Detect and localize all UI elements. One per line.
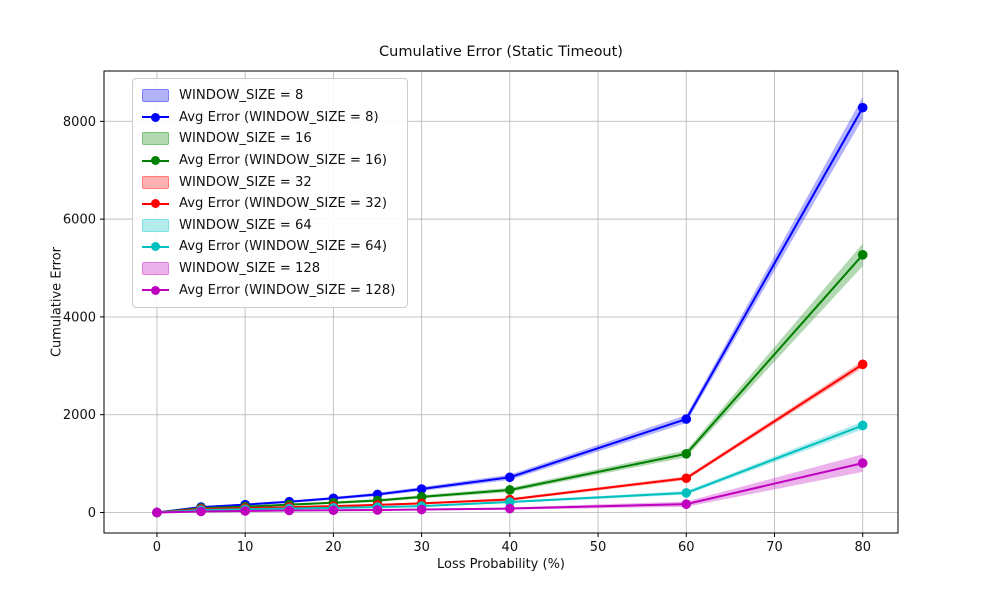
legend-item-band: WINDOW_SIZE = 64 <box>142 215 395 237</box>
data-point-marker <box>681 414 692 424</box>
legend-item-band: WINDOW_SIZE = 128 <box>142 258 395 280</box>
legend-line-swatch <box>142 240 169 254</box>
legend-line-marker <box>151 285 160 295</box>
x-tick-label: 40 <box>502 540 519 555</box>
data-point-marker <box>681 488 692 498</box>
data-point-marker <box>857 102 868 113</box>
legend-line-swatch <box>142 154 169 168</box>
axes-spines <box>103 70 899 534</box>
x-tick-label: 30 <box>413 540 430 555</box>
legend-line-marker <box>151 242 160 252</box>
legend-item-label: WINDOW_SIZE = 128 <box>179 261 321 277</box>
legend-item-line: Avg Error (WINDOW_SIZE = 32) <box>142 193 395 215</box>
data-point-marker <box>681 499 692 509</box>
y-tick-label: 4000 <box>63 310 96 325</box>
data-point-marker <box>152 507 162 518</box>
data-point-marker <box>372 505 383 515</box>
x-tick-label: 60 <box>678 540 695 555</box>
legend-band-swatch <box>142 132 169 146</box>
avg-error-line <box>155 462 864 514</box>
avg-error-line <box>155 363 864 514</box>
data-point-marker <box>416 492 427 502</box>
data-point-marker <box>284 505 295 516</box>
avg-error-line <box>155 253 864 514</box>
legend-item-band: WINDOW_SIZE = 32 <box>142 171 395 193</box>
x-tick-label: 20 <box>325 540 342 555</box>
y-tick-label: 2000 <box>63 408 96 423</box>
data-point-marker <box>196 506 206 517</box>
legend-item-label: Avg Error (WINDOW_SIZE = 32) <box>179 196 388 212</box>
data-point-marker <box>681 473 692 484</box>
legend-item-label: WINDOW_SIZE = 64 <box>179 217 312 233</box>
legend-band-swatch <box>142 89 169 103</box>
legend-item-label: WINDOW_SIZE = 32 <box>179 174 312 190</box>
x-tick-label: 80 <box>854 540 871 555</box>
data-point-marker <box>857 458 868 468</box>
y-tick-label: 6000 <box>63 213 96 228</box>
legend: WINDOW_SIZE = 8 Avg Error (WINDOW_SIZE = … <box>132 78 409 308</box>
avg-error-line <box>155 424 864 514</box>
legend-band-swatch <box>142 218 169 232</box>
legend-item-band: WINDOW_SIZE = 8 <box>142 85 395 107</box>
x-tick-label: 70 <box>766 540 783 555</box>
legend-line-swatch <box>142 110 169 124</box>
legend-band-swatch <box>142 262 169 276</box>
y-tick-label: 8000 <box>63 115 96 130</box>
data-point-marker <box>857 359 868 370</box>
data-point-marker <box>328 505 339 516</box>
legend-band-swatch <box>142 175 169 189</box>
data-point-marker <box>505 497 515 507</box>
x-tick-label: 10 <box>237 540 254 555</box>
data-point-marker <box>681 449 692 459</box>
legend-item-line: Avg Error (WINDOW_SIZE = 128) <box>142 279 395 301</box>
data-point-marker <box>505 485 515 495</box>
data-point-marker <box>240 506 250 516</box>
x-tick-label: 50 <box>590 540 607 555</box>
legend-item-line: Avg Error (WINDOW_SIZE = 16) <box>142 150 395 172</box>
y-axis-label: Cumulative Error <box>49 246 65 358</box>
avg-error-line <box>155 106 864 514</box>
legend-item-band: WINDOW_SIZE = 16 <box>142 128 395 150</box>
y-tick-label: 0 <box>88 506 96 521</box>
chart-title: Cumulative Error (Static Timeout) <box>379 44 623 60</box>
data-point-marker <box>505 472 515 483</box>
legend-item-label: Avg Error (WINDOW_SIZE = 128) <box>179 282 396 298</box>
legend-line-marker <box>151 112 160 122</box>
x-axis-label: Loss Probability (%) <box>437 557 565 572</box>
data-point-marker <box>505 503 515 514</box>
data-point-marker <box>416 504 427 515</box>
data-point-marker <box>857 250 868 260</box>
data-point-marker <box>857 420 868 431</box>
legend-line-marker <box>151 156 160 166</box>
legend-item-label: WINDOW_SIZE = 8 <box>179 88 304 104</box>
legend-item-line: Avg Error (WINDOW_SIZE = 64) <box>142 236 395 258</box>
legend-item-line: Avg Error (WINDOW_SIZE = 8) <box>142 107 395 129</box>
legend-line-swatch <box>142 283 169 297</box>
legend-item-label: Avg Error (WINDOW_SIZE = 64) <box>179 239 388 255</box>
legend-line-swatch <box>142 197 169 211</box>
legend-item-label: Avg Error (WINDOW_SIZE = 8) <box>179 109 379 125</box>
legend-item-label: WINDOW_SIZE = 16 <box>179 131 312 147</box>
legend-line-marker <box>151 199 160 209</box>
legend-item-label: Avg Error (WINDOW_SIZE = 16) <box>179 153 388 169</box>
x-tick-label: 0 <box>153 540 161 555</box>
data-point-marker <box>416 484 427 494</box>
